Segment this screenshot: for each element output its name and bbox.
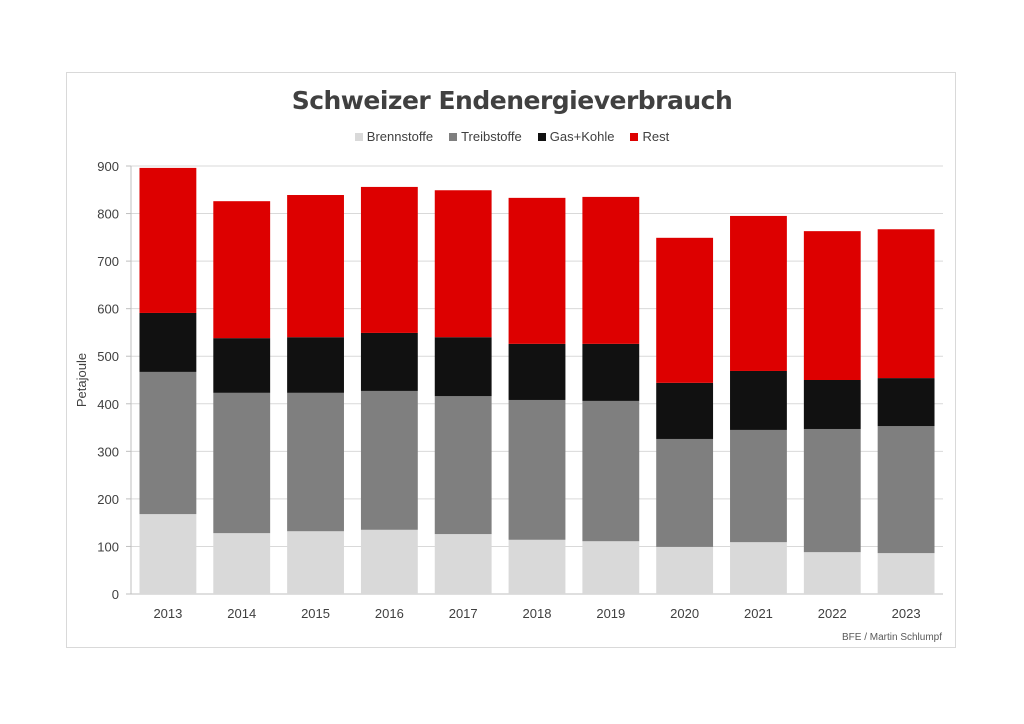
bar-segment-treibstoffe-2013 bbox=[139, 371, 197, 515]
y-tick-label: 600 bbox=[97, 302, 119, 317]
bar-segment-gas-kohle-2022 bbox=[803, 380, 861, 429]
x-tick-label: 2016 bbox=[375, 606, 404, 621]
bar-segment-brennstoffe-2020 bbox=[656, 546, 714, 594]
bar-segment-brennstoffe-2013 bbox=[139, 514, 197, 594]
bar-segment-rest-2021 bbox=[730, 215, 787, 371]
bar-segment-rest-2018 bbox=[508, 197, 566, 344]
bar-segment-brennstoffe-2022 bbox=[803, 552, 861, 594]
x-tick-label: 2023 bbox=[892, 606, 921, 621]
y-tick-label: 900 bbox=[97, 159, 119, 174]
legend-swatch bbox=[449, 132, 458, 141]
bar-segment-brennstoffe-2023 bbox=[877, 553, 935, 594]
x-tick-label: 2014 bbox=[227, 606, 256, 621]
bar-segment-rest-2019 bbox=[582, 196, 640, 344]
bar-segment-rest-2017 bbox=[434, 190, 492, 338]
bar-segment-gas-kohle-2023 bbox=[877, 378, 935, 427]
bar-segment-rest-2022 bbox=[803, 231, 861, 380]
y-tick-label: 700 bbox=[97, 254, 119, 269]
bar-segment-treibstoffe-2022 bbox=[803, 428, 861, 553]
bar-segment-treibstoffe-2017 bbox=[434, 396, 492, 535]
x-tick-label: 2019 bbox=[596, 606, 625, 621]
bar-segment-gas-kohle-2019 bbox=[582, 343, 640, 401]
bar-segment-brennstoffe-2016 bbox=[360, 529, 418, 594]
bar-segment-gas-kohle-2021 bbox=[730, 370, 787, 430]
legend-item: Rest bbox=[630, 129, 669, 144]
bar-segment-gas-kohle-2017 bbox=[434, 337, 492, 397]
bar-segment-gas-kohle-2016 bbox=[360, 332, 418, 391]
y-tick-label: 300 bbox=[97, 444, 119, 459]
x-tick-label: 2021 bbox=[744, 606, 773, 621]
y-tick-label: 400 bbox=[97, 397, 119, 412]
x-tick-label: 2022 bbox=[818, 606, 847, 621]
bar-segment-treibstoffe-2020 bbox=[656, 438, 714, 547]
bar-segment-treibstoffe-2015 bbox=[287, 392, 344, 532]
x-tick-label: 2018 bbox=[523, 606, 552, 621]
legend-item: Treibstoffe bbox=[449, 129, 522, 144]
legend-label: Gas+Kohle bbox=[549, 129, 615, 144]
bar-segment-rest-2023 bbox=[877, 229, 935, 379]
bar-segment-gas-kohle-2020 bbox=[656, 382, 714, 439]
bar-segment-brennstoffe-2017 bbox=[434, 534, 492, 594]
bar-segment-treibstoffe-2018 bbox=[508, 399, 566, 540]
bar-segment-brennstoffe-2014 bbox=[213, 533, 271, 594]
legend-item: Gas+Kohle bbox=[537, 129, 615, 144]
x-tick-label: 2013 bbox=[153, 606, 182, 621]
bar-segment-treibstoffe-2016 bbox=[360, 390, 418, 530]
legend-swatch bbox=[354, 132, 363, 141]
source-credit: BFE / Martin Schlumpf bbox=[841, 632, 942, 643]
bar-segment-gas-kohle-2018 bbox=[508, 343, 566, 400]
y-axis-label: Petajoule bbox=[74, 353, 89, 407]
chart-frame bbox=[66, 72, 956, 648]
legend: Brennstoffe Treibstoffe Gas+Kohle Rest bbox=[0, 129, 1024, 144]
bar-segment-gas-kohle-2013 bbox=[139, 312, 197, 372]
bar-segment-brennstoffe-2021 bbox=[730, 542, 787, 594]
y-tick-label: 200 bbox=[97, 492, 119, 507]
y-tick-label: 800 bbox=[97, 207, 119, 222]
legend-swatch bbox=[537, 132, 546, 141]
bar-segment-gas-kohle-2014 bbox=[213, 338, 271, 393]
chart-title: Schweizer Endenergieverbrauch bbox=[291, 86, 733, 115]
bar-segment-treibstoffe-2019 bbox=[582, 400, 640, 542]
bar-segment-brennstoffe-2018 bbox=[508, 539, 566, 594]
bar-segment-treibstoffe-2014 bbox=[213, 392, 271, 534]
y-tick-label: 0 bbox=[112, 587, 119, 602]
x-tick-label: 2017 bbox=[449, 606, 478, 621]
legend-label: Treibstoffe bbox=[461, 129, 522, 144]
x-tick-label: 2015 bbox=[301, 606, 330, 621]
y-tick-label: 500 bbox=[97, 349, 119, 364]
legend-item: Brennstoffe bbox=[354, 129, 434, 144]
bar-segment-rest-2013 bbox=[139, 167, 197, 313]
bar-segment-treibstoffe-2023 bbox=[877, 426, 935, 554]
legend-swatch bbox=[630, 132, 639, 141]
legend-label: Brennstoffe bbox=[366, 129, 434, 144]
x-tick-label: 2020 bbox=[670, 606, 699, 621]
bar-segment-gas-kohle-2015 bbox=[287, 337, 344, 393]
bar-segment-rest-2016 bbox=[360, 186, 418, 333]
bar-segment-brennstoffe-2019 bbox=[582, 541, 640, 594]
bar-segment-treibstoffe-2021 bbox=[730, 429, 787, 543]
bar-segment-rest-2014 bbox=[213, 201, 271, 339]
bar-segment-rest-2020 bbox=[656, 237, 714, 383]
legend-label: Rest bbox=[642, 129, 670, 144]
bar-segment-rest-2015 bbox=[287, 195, 344, 338]
bar-segment-brennstoffe-2015 bbox=[287, 531, 344, 594]
y-tick-label: 100 bbox=[97, 539, 119, 554]
